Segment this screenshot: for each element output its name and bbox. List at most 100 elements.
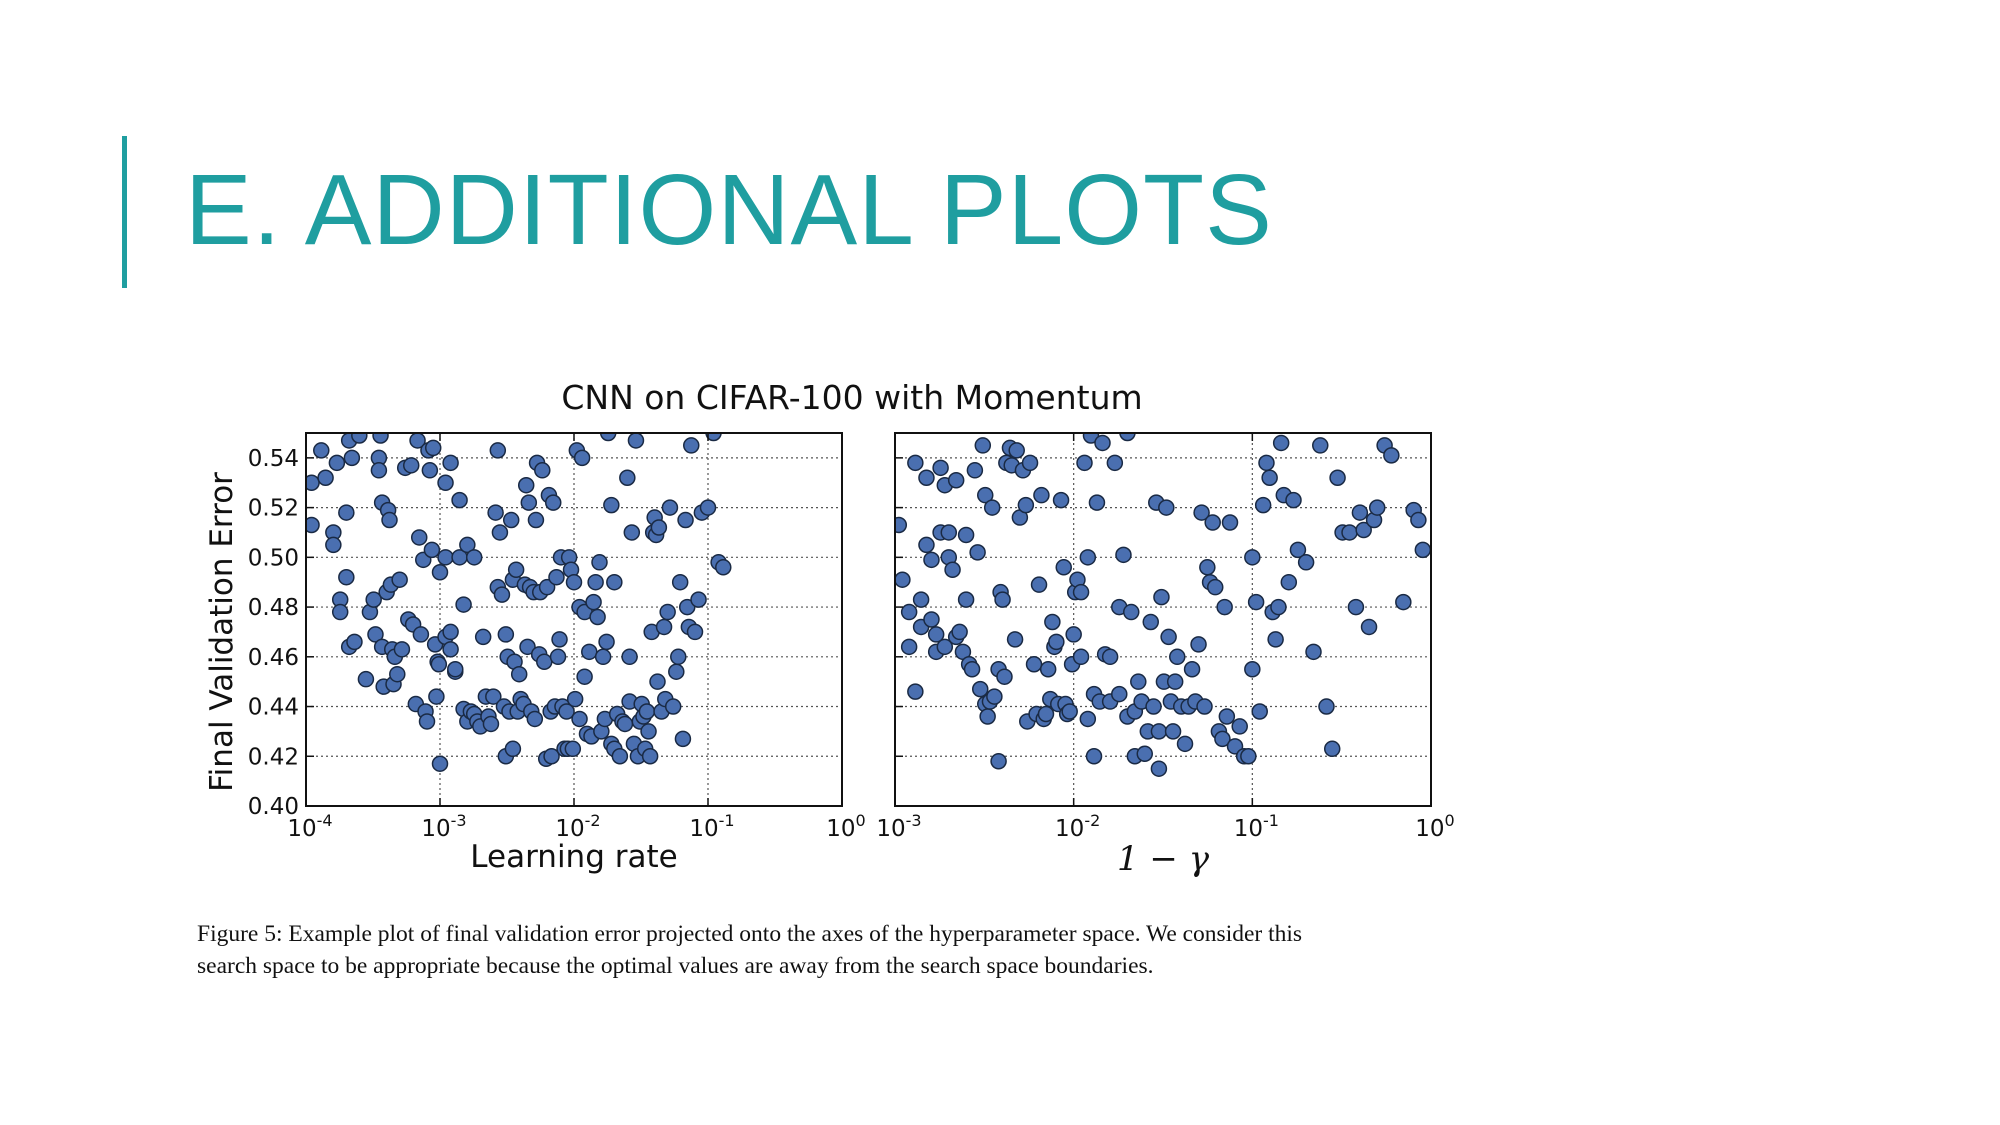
scatter-point [581, 643, 598, 661]
x-tick-label: 10-2 [555, 811, 600, 842]
scatter-point [1204, 514, 1221, 531]
scatter-point [923, 611, 940, 628]
scatter-point [517, 476, 535, 494]
scatter-point [409, 433, 426, 449]
scatter-panel-learning-rate: 10-4 10-3 10-2 10-1 100 0.40 0.42 0.44 0.46 0.48 0… [248, 432, 866, 842]
scatter-point [947, 471, 965, 489]
scatter-point [923, 551, 940, 569]
scatter-point [1079, 710, 1097, 728]
scatter-point [459, 536, 476, 554]
scatter-point [1221, 514, 1239, 531]
scatter-point [983, 499, 1001, 516]
scatter-point [900, 603, 918, 621]
scatter-point [594, 648, 612, 666]
scatter-point [1106, 454, 1124, 472]
scatter-point [502, 511, 520, 529]
scatter-point [900, 638, 918, 656]
scatter-point [1111, 685, 1128, 703]
scatter-point [895, 516, 908, 534]
scatter-point [520, 494, 538, 511]
scatter-point [447, 660, 464, 678]
scatter-point [306, 516, 320, 534]
y-axis-label: Final Validation Error [204, 472, 240, 792]
scatter-point [1351, 504, 1369, 521]
scatter-point [576, 668, 593, 685]
scatter-point [1169, 648, 1186, 666]
scatter-point [977, 486, 994, 504]
scatter-point [1267, 631, 1284, 648]
scatter-point [611, 748, 629, 765]
scatter-point [527, 511, 545, 529]
scatter-point [430, 656, 448, 673]
scatter-point [1244, 660, 1261, 678]
scatter-point [1153, 588, 1170, 606]
scatter-point [558, 703, 575, 720]
scatter-point [424, 439, 442, 457]
scatter-point [932, 459, 949, 477]
scatter-point [1193, 504, 1210, 521]
scatter-point [423, 541, 441, 559]
scatter-point [674, 730, 692, 748]
scatter-point [1055, 559, 1072, 576]
scatter-point [565, 573, 583, 591]
scatter-point [1297, 554, 1315, 571]
scatter-point [372, 433, 389, 444]
scatter-point [655, 618, 673, 636]
scatter-point [918, 469, 935, 487]
scatter-point [1341, 524, 1358, 541]
scatter-point [1164, 723, 1182, 740]
scatter-point [1008, 442, 1025, 459]
scatter-point [1261, 469, 1278, 487]
scatter-point [1065, 626, 1082, 643]
data-points [306, 433, 732, 772]
scatter-point [1176, 735, 1194, 753]
scatter-point [489, 442, 507, 459]
scatter-point [705, 433, 722, 442]
scatter-point [1094, 434, 1111, 452]
scatter-point [640, 723, 657, 740]
scatter-point [1285, 491, 1302, 509]
scatter-point [566, 690, 584, 708]
y-tick-label: 0.46 [248, 645, 299, 671]
scatter-point [940, 524, 958, 541]
scatter-point [1231, 718, 1248, 735]
scatter-point [328, 454, 346, 472]
scatter-point [1030, 576, 1048, 593]
scatter-point [1136, 745, 1154, 763]
scatter-point [715, 559, 732, 576]
y-tick-label: 0.44 [248, 695, 299, 721]
scatter-point [491, 524, 509, 541]
scatter-point [621, 648, 638, 666]
scatter-point [485, 688, 502, 705]
scatter-point [1258, 454, 1275, 472]
scatter-point [1218, 708, 1236, 725]
scatter-point [1006, 631, 1024, 648]
scatter-point [668, 663, 685, 680]
scatter-point [1039, 660, 1057, 678]
scatter-point [493, 586, 511, 603]
scatter-point [912, 591, 930, 608]
scatter-point [351, 433, 368, 444]
scatter-point [649, 673, 666, 690]
scatter-point [543, 748, 560, 765]
scatter-point [367, 626, 384, 643]
scatter-point [1085, 748, 1103, 765]
scatter-point [963, 660, 981, 678]
scatter-point [455, 596, 472, 613]
scatter-point [1160, 628, 1177, 646]
scatter-point [670, 648, 687, 666]
scatter-point [370, 462, 388, 479]
scatter-point [1312, 437, 1329, 454]
scatter-point [507, 561, 525, 579]
scatter-point [1414, 541, 1431, 559]
scatter-point [979, 708, 996, 725]
x-tick-label: 10-4 [287, 811, 332, 842]
scatter-point [1280, 573, 1298, 591]
scatter-point [534, 462, 551, 479]
scatter-point [1101, 648, 1119, 666]
scatter-point [497, 626, 515, 643]
y-tick-label: 0.40 [248, 794, 299, 820]
scatter-point [536, 653, 553, 671]
scatter-point [1395, 593, 1412, 611]
